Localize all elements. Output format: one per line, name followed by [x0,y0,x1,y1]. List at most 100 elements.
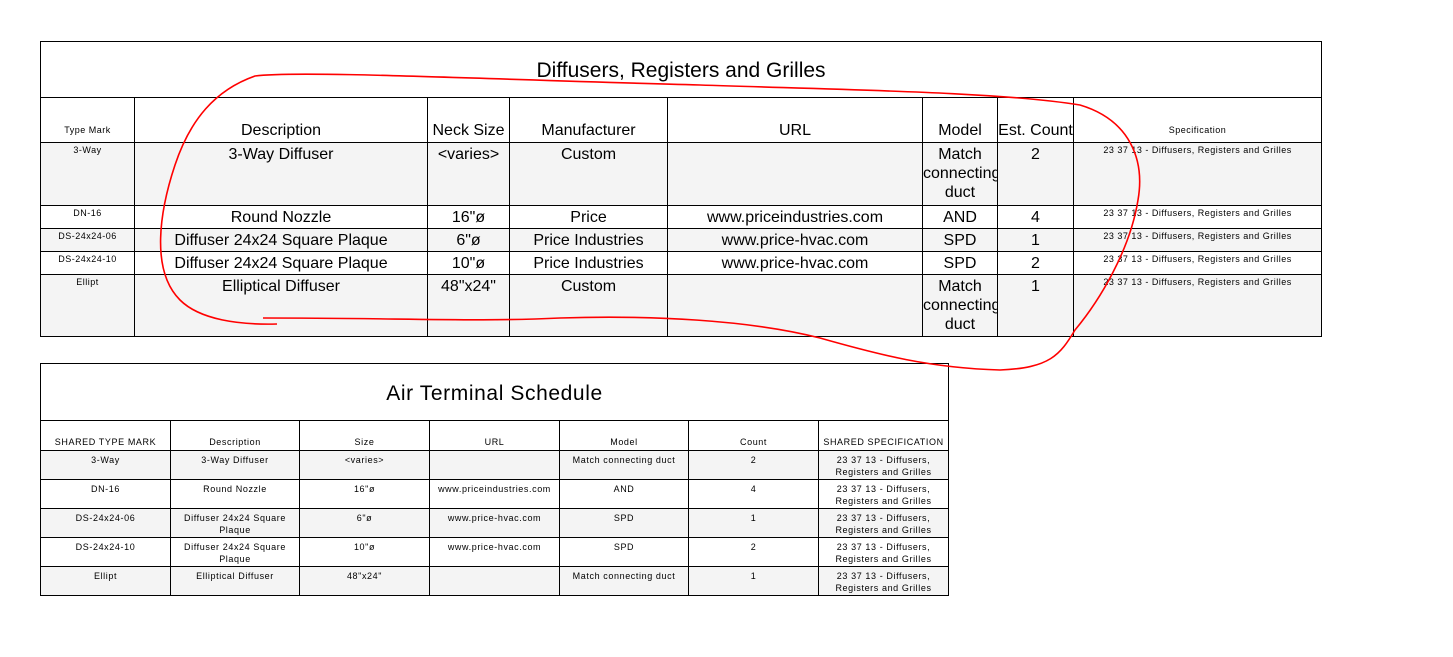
table-cell: 23 37 13 - Diffusers, Registers and Gril… [1072,228,1323,252]
table-cell: Price Industries [509,228,668,252]
column-header: Count [688,420,819,451]
table-cell: Match connecting duct [559,450,689,480]
table-cell: www.price-hvac.com [667,251,923,275]
table-cell: 2 [688,537,819,567]
column-header: URL [667,97,923,143]
table-cell: SPD [922,251,998,275]
table-cell: SPD [559,537,689,567]
table-cell [667,142,923,206]
table-cell: 6"ø [427,228,510,252]
column-header: Est. Count [997,97,1074,143]
table-cell: DS-24x24-06 [40,228,135,252]
table-cell: 48"x24" [299,566,430,596]
table-cell [429,566,560,596]
table-cell: 23 37 13 - Diffusers, Registers and Gril… [1072,251,1323,275]
table-cell: Round Nozzle [134,205,428,229]
table-cell: DN-16 [40,205,135,229]
column-header: Description [170,420,300,451]
table-cell: Match connecting duct [922,142,998,206]
table-cell: www.price-hvac.com [429,537,560,567]
table-cell: DS-24x24-06 [40,508,171,538]
table-cell: 23 37 13 - Diffusers, Registers and Gril… [1072,205,1323,229]
table-row: DS-24x24-10 Diffuser 24x24 Square Plaque 1… [40,251,1323,275]
table-row: 3-Way 3-Way Diffuser <varies> Custom Match c… [40,142,1323,206]
table-cell: 3-Way Diffuser [170,450,300,480]
table-cell [429,450,560,480]
table-cell: 3-Way Diffuser [134,142,428,206]
column-header: Neck Size [427,97,510,143]
table-cell: <varies> [299,450,430,480]
table-cell: 1 [688,508,819,538]
table-row: Ellipt Elliptical Diffuser 48"x24" Custom Ma… [40,274,1323,337]
table-cell: 10"ø [299,537,430,567]
table-cell: 2 [997,142,1074,206]
table-cell: Ellipt [40,566,171,596]
table-cell: Elliptical Diffuser [170,566,300,596]
table-cell: 3-Way [40,450,171,480]
table-cell: 48"x24" [427,274,510,337]
table-cell: Custom [509,142,668,206]
table-cell: 3-Way [40,142,135,206]
column-header: SHARED TYPE MARK [40,420,171,451]
table-cell: Price [509,205,668,229]
table-cell: AND [559,479,689,509]
table-cell: Match connecting duct [559,566,689,596]
air-terminal-schedule-table: Air Terminal Schedule SHARED TYPE MARK De… [39,363,950,596]
table-cell: AND [922,205,998,229]
table-cell: www.price-hvac.com [429,508,560,538]
table-cell: 23 37 13 - Diffusers, Registers and Gril… [817,537,950,567]
table-cell: Round Nozzle [170,479,300,509]
table-row: DN-16 Round Nozzle 16"ø www.priceindustries… [40,479,950,509]
table-cell: 16"ø [427,205,510,229]
table-cell: SPD [559,508,689,538]
table-cell: Custom [509,274,668,337]
table-cell: 23 37 13 - Diffusers, Registers and Gril… [1072,142,1323,206]
table-row: Ellipt Elliptical Diffuser 48"x24" Match co… [40,566,950,596]
table-cell: 23 37 13 - Diffusers, Registers and Gril… [817,450,950,480]
table-cell: Diffuser 24x24 Square Plaque [170,508,300,538]
table-cell: Price Industries [509,251,668,275]
table-row: DN-16 Round Nozzle 16"ø Price www.priceindus… [40,205,1323,229]
table-cell: 1 [688,566,819,596]
table-cell: 23 37 13 - Diffusers, Registers and Gril… [1072,274,1323,337]
table-cell: Diffuser 24x24 Square Plaque [134,228,428,252]
table-cell: 1 [997,274,1074,337]
column-header: SHARED SPECIFICATION [817,420,950,451]
table-cell: 6"ø [299,508,430,538]
table-cell: DS-24x24-10 [40,251,135,275]
table-cell: www.priceindustries.com [667,205,923,229]
diffusers-schedule-table: Diffusers, Registers and Grilles Type Ma… [39,41,1323,337]
table-cell: Diffuser 24x24 Square Plaque [134,251,428,275]
table-cell: 16"ø [299,479,430,509]
table-cell: 10"ø [427,251,510,275]
table-cell: 4 [997,205,1074,229]
table-cell: Diffuser 24x24 Square Plaque [170,537,300,567]
column-header: URL [429,420,560,451]
table-row: DS-24x24-10 Diffuser 24x24 Square Plaque 1… [40,537,950,567]
table-row: DS-24x24-06 Diffuser 24x24 Square Plaque 6… [40,508,950,538]
table-cell: DS-24x24-10 [40,537,171,567]
column-header: Size [299,420,430,451]
column-header: Manufacturer [509,97,668,143]
table-cell [667,274,923,337]
table-row: DS-24x24-06 Diffuser 24x24 Square Plaque 6… [40,228,1323,252]
table-cell: 2 [997,251,1074,275]
table-cell: 2 [688,450,819,480]
schedule-title: Air Terminal Schedule [39,363,950,421]
schedule-title: Diffusers, Registers and Grilles [39,41,1323,98]
table-cell: DN-16 [40,479,171,509]
column-header: Description [134,97,428,143]
table-cell: Elliptical Diffuser [134,274,428,337]
table-cell: 4 [688,479,819,509]
table-cell: 23 37 13 - Diffusers, Registers and Gril… [817,479,950,509]
table-cell: Match connecting duct [922,274,998,337]
table-cell: www.price-hvac.com [667,228,923,252]
column-header: Model [922,97,998,143]
table-cell: 23 37 13 - Diffusers, Registers and Gril… [817,566,950,596]
column-header: Specification [1072,97,1323,143]
table-row: 3-Way 3-Way Diffuser <varies> Match connect… [40,450,950,480]
column-header: Model [559,420,689,451]
table-cell: 23 37 13 - Diffusers, Registers and Gril… [817,508,950,538]
table-cell: www.priceindustries.com [429,479,560,509]
table-cell: <varies> [427,142,510,206]
